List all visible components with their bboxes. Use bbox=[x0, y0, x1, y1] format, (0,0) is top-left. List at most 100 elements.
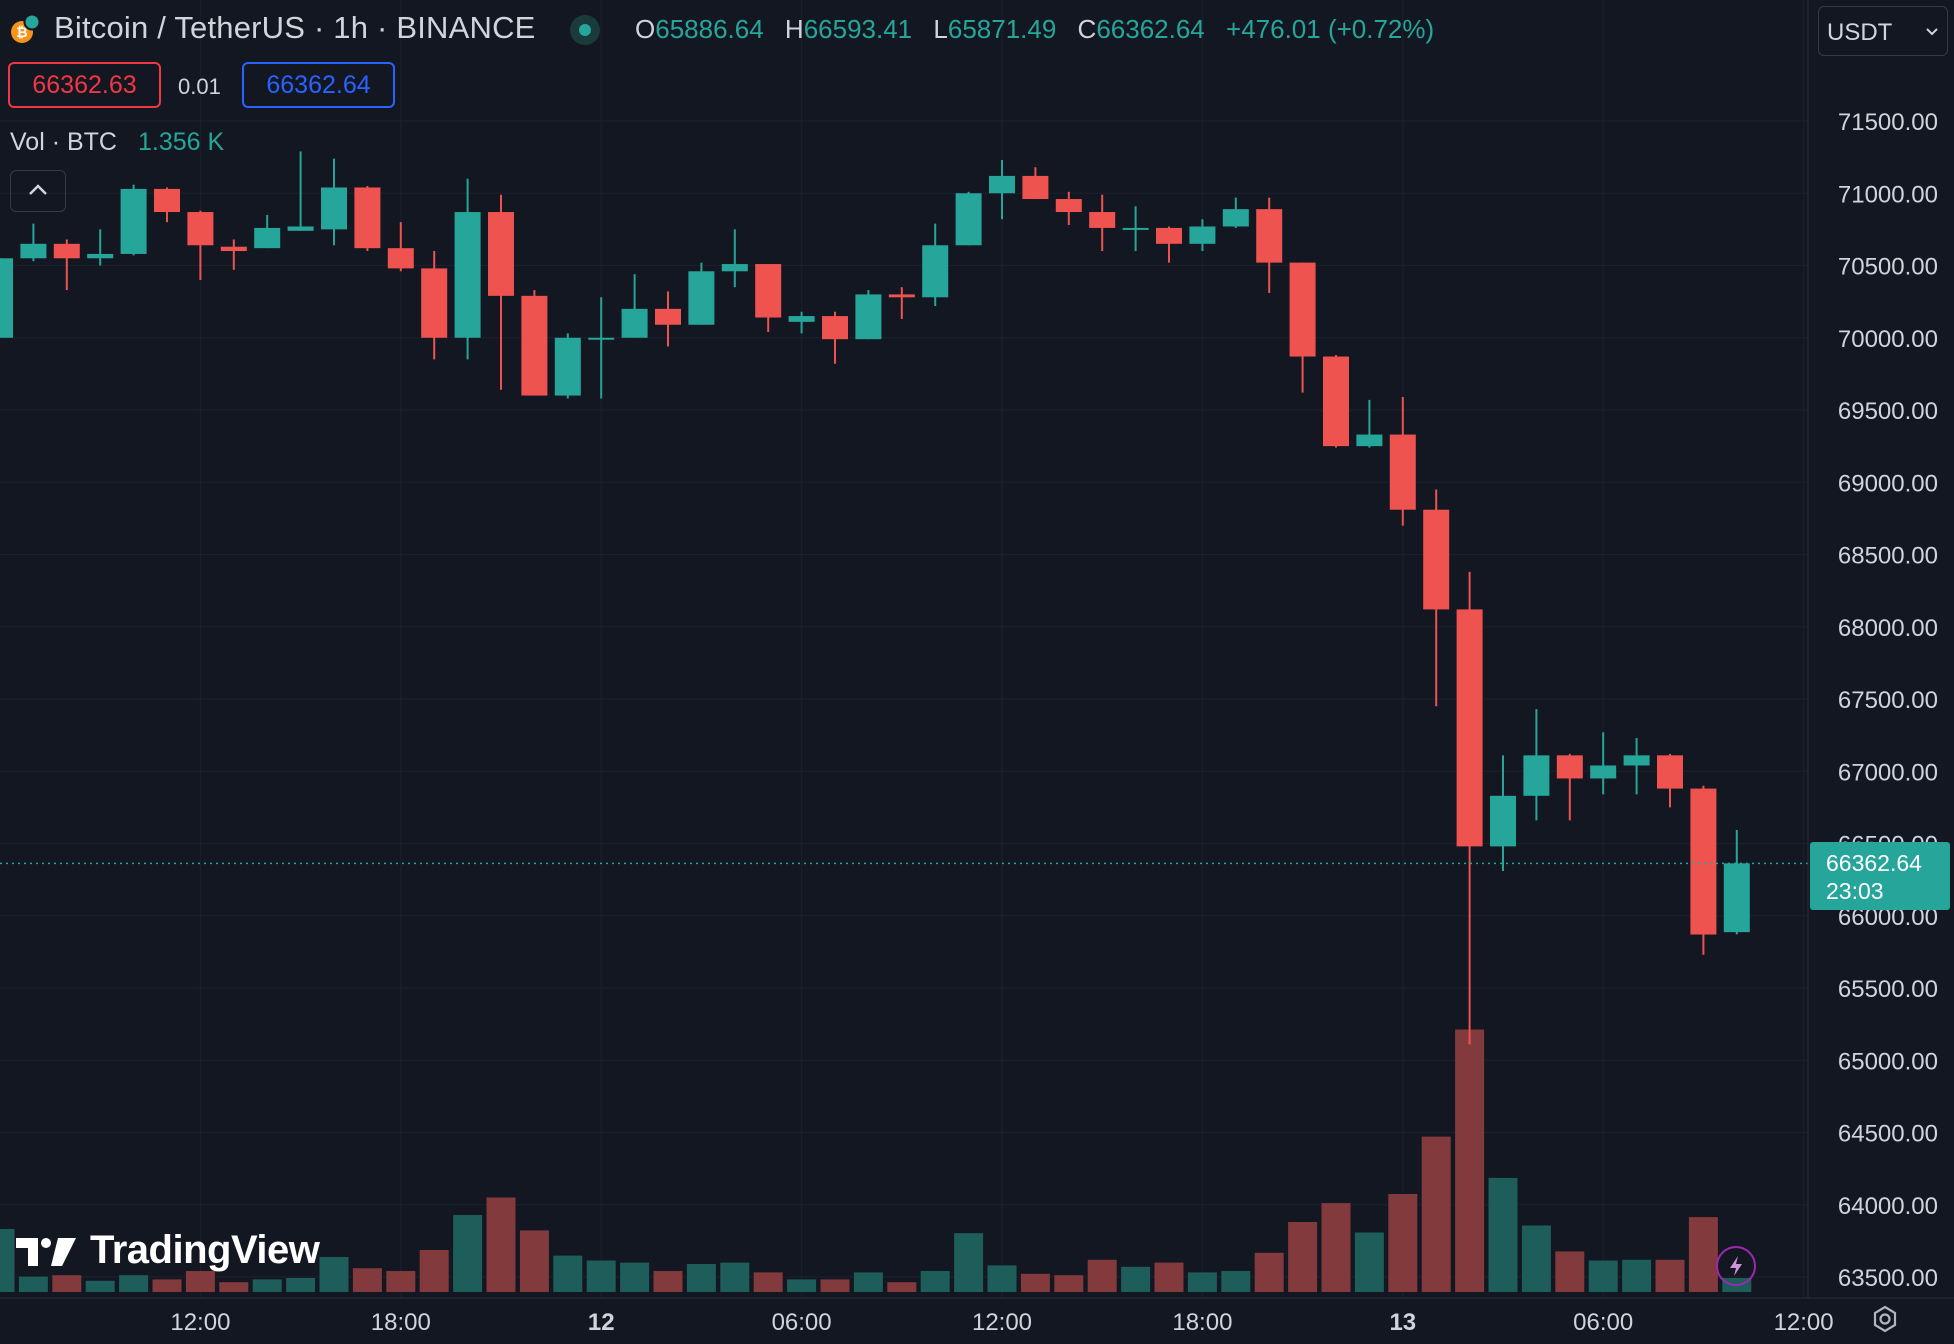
market-status-icon[interactable] bbox=[570, 15, 600, 45]
price-tick-label: 69000.00 bbox=[1838, 470, 1938, 497]
volume-indicator-value: 1.356 K bbox=[138, 128, 225, 156]
volume-bar bbox=[1455, 1029, 1485, 1292]
candle-body bbox=[154, 188, 180, 213]
candle-body bbox=[554, 337, 581, 396]
time-tick-label: 06:00 bbox=[1573, 1309, 1633, 1336]
price-tick-label: 68500.00 bbox=[1838, 543, 1938, 570]
lightning-button[interactable] bbox=[1716, 1246, 1756, 1286]
volume-bar bbox=[954, 1233, 984, 1292]
volume-bar bbox=[1488, 1177, 1518, 1292]
time-tick-label: 12:00 bbox=[170, 1309, 230, 1336]
candle-body bbox=[220, 246, 247, 252]
candle-body bbox=[822, 316, 848, 340]
candle-body bbox=[955, 193, 982, 246]
volume-bar bbox=[252, 1279, 282, 1292]
grid-lines bbox=[0, 0, 1808, 1298]
candle-body bbox=[354, 187, 381, 249]
volume-bar bbox=[1054, 1275, 1084, 1292]
volume-bar bbox=[987, 1265, 1017, 1292]
close-key: C bbox=[1077, 14, 1097, 44]
buy-price-button[interactable]: 66362.64 bbox=[242, 62, 395, 108]
candle-body bbox=[989, 175, 1015, 194]
candle-body bbox=[1723, 863, 1750, 933]
candle-body bbox=[321, 187, 347, 230]
low-value: 65871.49 bbox=[947, 14, 1057, 44]
volume-bar bbox=[286, 1278, 316, 1292]
price-tick-label: 63500.00 bbox=[1838, 1265, 1938, 1292]
volume-bar bbox=[352, 1268, 382, 1292]
volume-bar bbox=[1655, 1259, 1685, 1292]
high-key: H bbox=[784, 14, 804, 44]
time-tick-label: 12:00 bbox=[1774, 1309, 1834, 1336]
volume-bar bbox=[85, 1280, 115, 1292]
candle-body bbox=[1256, 209, 1283, 263]
candle-body bbox=[1623, 755, 1650, 766]
candle-body bbox=[721, 264, 748, 272]
volume-bar bbox=[753, 1272, 783, 1292]
volume-indicator-label[interactable]: Vol · BTC bbox=[10, 128, 117, 156]
candle-body bbox=[1523, 755, 1550, 796]
candles bbox=[0, 151, 1750, 1045]
open-value: 65886.64 bbox=[655, 14, 764, 44]
close-value: 66362.64 bbox=[1096, 14, 1205, 44]
candle-body bbox=[521, 295, 548, 396]
change-value: +476.01 (+0.72%) bbox=[1226, 14, 1435, 44]
last-price-label: 66362.64 23:03 bbox=[1810, 842, 1950, 910]
volume-bar bbox=[1121, 1266, 1151, 1292]
candle-body bbox=[87, 253, 114, 259]
symbol-title[interactable]: Bitcoin / TetherUS · 1h · BINANCE bbox=[54, 10, 536, 45]
collapse-indicators-button[interactable] bbox=[10, 170, 66, 212]
candle-body bbox=[254, 227, 281, 249]
volume-bar bbox=[18, 1276, 48, 1292]
volume-bar bbox=[319, 1257, 349, 1292]
price-tick-label: 68000.00 bbox=[1838, 615, 1938, 642]
candle-body bbox=[1189, 226, 1216, 244]
volume-bar bbox=[1254, 1252, 1284, 1292]
ohlc-values: O65886.64 H66593.41 L65871.49 C66362.64 … bbox=[635, 14, 1448, 45]
volume-bar bbox=[1388, 1194, 1418, 1292]
price-tick-label: 64000.00 bbox=[1838, 1193, 1938, 1220]
candle-body bbox=[1122, 227, 1149, 230]
price-axis: 63500.00 64000.00 64500.00 65000.00 65500.00… bbox=[1838, 109, 1938, 1292]
volume-bar bbox=[52, 1275, 82, 1292]
currency-select-value: USDT bbox=[1827, 19, 1893, 46]
candle-body bbox=[287, 226, 314, 231]
candle-body bbox=[1690, 788, 1717, 935]
bitcoin-coin-icon: ₿ bbox=[11, 14, 40, 43]
volume-bar bbox=[1221, 1271, 1251, 1292]
settings-gear-icon[interactable] bbox=[1870, 1304, 1900, 1334]
candle-body bbox=[688, 271, 715, 325]
time-axis: 12:00 18:00 12 06:00 12:00 18:00 13 06:00 12:00 bbox=[170, 1309, 1833, 1336]
candle-body bbox=[1022, 175, 1049, 200]
candle-body bbox=[1423, 509, 1450, 610]
candle-body bbox=[1456, 609, 1483, 847]
time-tick-label: 13 bbox=[1389, 1309, 1416, 1336]
candle-body bbox=[20, 243, 47, 259]
candle-body bbox=[454, 212, 481, 338]
candle-body bbox=[1156, 227, 1182, 244]
candle-body bbox=[1356, 434, 1383, 447]
candle-body bbox=[888, 294, 915, 298]
time-tick-label: 18:00 bbox=[371, 1309, 431, 1336]
price-tick-label: 71000.00 bbox=[1838, 181, 1938, 208]
tradingview-watermark[interactable]: TradingView bbox=[14, 1228, 320, 1273]
candle-body bbox=[0, 258, 13, 338]
watermark-text: TradingView bbox=[90, 1228, 320, 1272]
time-tick-label: 12 bbox=[588, 1309, 615, 1336]
volume-bar bbox=[887, 1282, 917, 1292]
price-tick-label: 71500.00 bbox=[1838, 109, 1938, 136]
candle-body bbox=[187, 212, 214, 246]
candle-body bbox=[1556, 755, 1583, 779]
chevron-up-icon bbox=[29, 184, 47, 195]
volume-bar bbox=[553, 1255, 583, 1292]
volume-bar bbox=[386, 1271, 416, 1292]
volume-bar bbox=[686, 1264, 716, 1292]
candle-body bbox=[120, 188, 147, 254]
currency-select[interactable]: USDT bbox=[1818, 6, 1948, 56]
price-tick-label: 69500.00 bbox=[1838, 398, 1938, 425]
time-tick-label: 12:00 bbox=[972, 1309, 1032, 1336]
volume-bar bbox=[0, 1229, 15, 1292]
sell-price-button[interactable]: 66362.63 bbox=[8, 62, 161, 108]
candle-body bbox=[1389, 434, 1416, 510]
